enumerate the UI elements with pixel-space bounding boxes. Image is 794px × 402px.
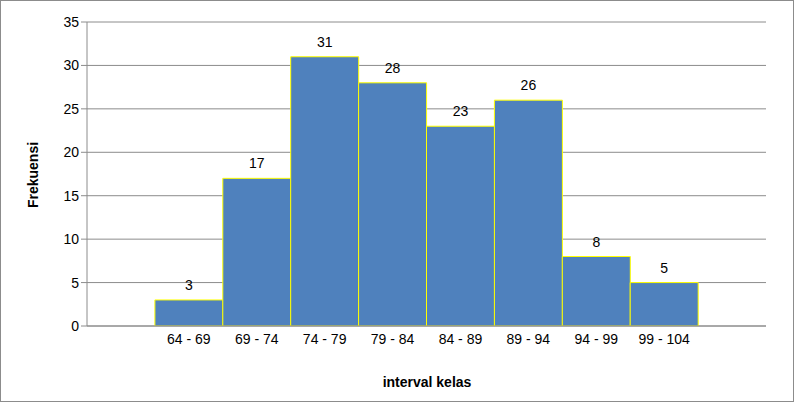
svg-text:28: 28	[385, 60, 401, 76]
svg-text:5: 5	[71, 275, 79, 291]
svg-text:74 - 79: 74 - 79	[303, 331, 347, 347]
svg-text:3: 3	[185, 277, 193, 293]
svg-text:0: 0	[71, 318, 79, 334]
svg-text:79 - 84: 79 - 84	[371, 331, 415, 347]
svg-text:94 - 99: 94 - 99	[574, 331, 618, 347]
svg-text:5: 5	[660, 260, 668, 276]
svg-text:89 - 94: 89 - 94	[507, 331, 551, 347]
svg-text:17: 17	[249, 155, 265, 171]
svg-text:84 - 89: 84 - 89	[439, 331, 483, 347]
html-text:Frekuensi: Frekuensi	[25, 141, 41, 209]
html-text:interval kelas: interval kelas	[382, 374, 472, 390]
svg-text:20: 20	[63, 144, 79, 160]
svg-text:31: 31	[317, 34, 333, 50]
svg-text:99 - 104: 99 - 104	[638, 331, 690, 347]
svg-text:25: 25	[63, 101, 79, 117]
svg-text:15: 15	[63, 188, 79, 204]
svg-text:26: 26	[521, 77, 537, 93]
svg-text:35: 35	[63, 14, 79, 30]
svg-text:69 - 74: 69 - 74	[235, 331, 279, 347]
svg-text:10: 10	[63, 231, 79, 247]
svg-text:64 - 69: 64 - 69	[167, 331, 211, 347]
svg-text:8: 8	[592, 234, 600, 250]
svg-text:30: 30	[63, 57, 79, 73]
svg-text:23: 23	[453, 103, 469, 119]
